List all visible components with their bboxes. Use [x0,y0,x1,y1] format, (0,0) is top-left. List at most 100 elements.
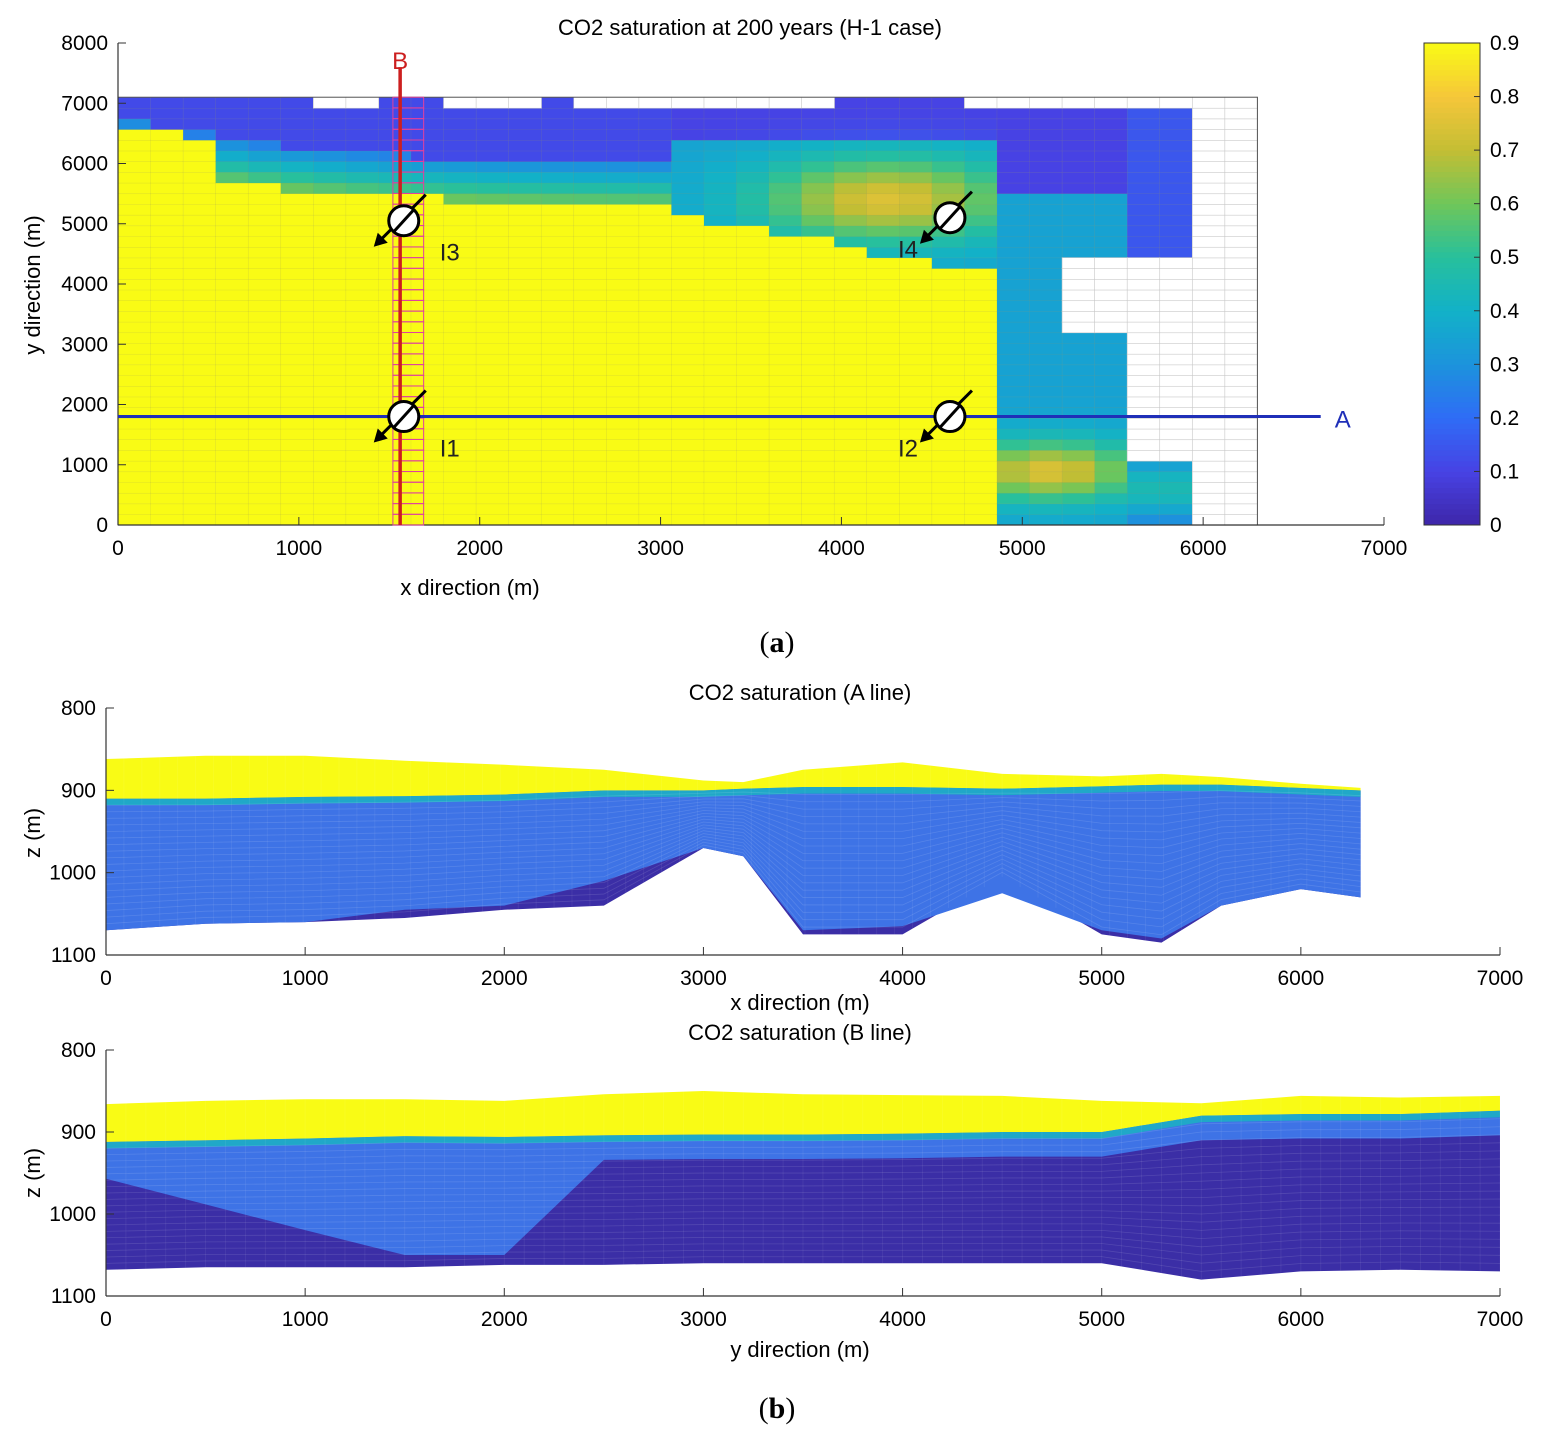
y-tick-label: 7000 [61,92,108,115]
grid-cell [1061,503,1096,515]
grid-cell [736,503,770,515]
grid-cell [247,107,282,120]
grid-cell [345,332,379,344]
y-tick-label: 6000 [61,153,108,176]
grid-cell [833,321,868,334]
grid-cell [182,246,217,259]
empty-cell [1191,385,1226,398]
grid-cell [866,471,900,483]
grid-cell [671,342,705,355]
grid-cell [443,481,477,494]
grid-cell [247,257,282,269]
grid-cell [475,278,510,291]
grid-cell [215,310,249,323]
empty-cell [1191,374,1226,387]
grid-cell [1029,481,1063,494]
grid-cell [215,353,249,366]
grid-cell [1159,246,1193,259]
grid-cell [573,236,607,248]
grid-cell [866,460,900,473]
grid-cell [378,268,412,280]
empty-cell [1224,289,1258,302]
colorbar-tick-label: 0.6 [1490,193,1519,216]
grid-cell [964,107,998,120]
mid-saturation-zone [106,784,1361,939]
empty-cell [1061,257,1096,269]
grid-cell [247,310,282,323]
grid-cell [345,514,379,526]
grid-cell [345,129,379,141]
grid-cell [475,129,510,141]
grid-cell [1159,139,1193,152]
grid-cell [1029,300,1063,312]
grid-cell [1159,492,1193,505]
grid-cell [996,118,1031,130]
grid-cell [736,246,770,259]
grid-cell [1159,503,1193,515]
colorbar-segment [1424,482,1480,489]
grid-cell [833,353,868,366]
grid-cell [801,428,835,440]
grid-cell [606,449,640,462]
empty-cell [1061,278,1096,291]
grid-cell [964,289,998,301]
colorbar-segment [1424,514,1480,521]
grid-cell [508,439,542,451]
grid-cell [410,268,445,280]
layer-line [105,1190,1501,1207]
grid-cell [996,161,1031,173]
a-line-axes: 0 1000 2000 3000 4000 5000 6000 700080090010001… [49,697,1523,990]
empty-cell [1224,396,1258,408]
grid-cell [1061,182,1096,195]
grid-cell [899,161,933,173]
empty-cell [1126,342,1161,355]
grid-cell [1061,139,1096,152]
grid-cell [378,182,412,195]
empty-cell [1191,129,1226,141]
grid-cell [410,150,445,162]
x-tick-label: 2000 [481,1308,528,1331]
y-tick-label: 2000 [61,394,108,417]
grid-cell [996,375,1031,387]
colorbar-segment [1424,192,1480,199]
grid-cell [1061,460,1096,473]
grid-cell [671,289,705,301]
layer-line [105,827,1361,888]
layer-line [105,804,1361,832]
x-tick-label: 7000 [1477,967,1524,990]
grid-cell [475,139,510,152]
grid-cell [736,129,770,141]
grid-cell [1094,385,1128,398]
grid-cell [638,161,672,173]
layer-line [105,801,1361,826]
grid-cell [833,139,868,152]
grid-cell [1094,236,1128,248]
empty-cell [1224,107,1258,120]
grid-cell [1126,161,1161,173]
grid-cell [801,257,835,269]
b-line-axes: 0 1000 2000 3000 4000 5000 6000 700080090010001… [49,1039,1523,1331]
grid-cell [182,118,217,130]
grid-cell [313,385,347,398]
grid-cell [475,268,510,280]
colorbar-segment [1424,503,1480,510]
grid-cell [540,257,575,269]
grid-cell [280,203,314,216]
a-line-xlabel: x direction (m) [730,990,869,1015]
grid-cell [964,225,998,237]
grid-cell [703,171,738,184]
grid-cell [964,439,998,451]
grid-cell [1029,139,1063,152]
grid-cell [768,375,803,387]
grid-cell [443,118,477,130]
grid-cell [899,310,933,323]
grid-cell [117,171,152,184]
grid-cell [996,236,1031,248]
empty-cell [345,96,380,109]
grid-cell [768,503,803,515]
grid-cell [540,150,575,162]
grid-cell [247,481,282,494]
grid-cell [117,107,152,120]
grid-cell [247,514,282,526]
colorbar-segment [1424,498,1480,505]
